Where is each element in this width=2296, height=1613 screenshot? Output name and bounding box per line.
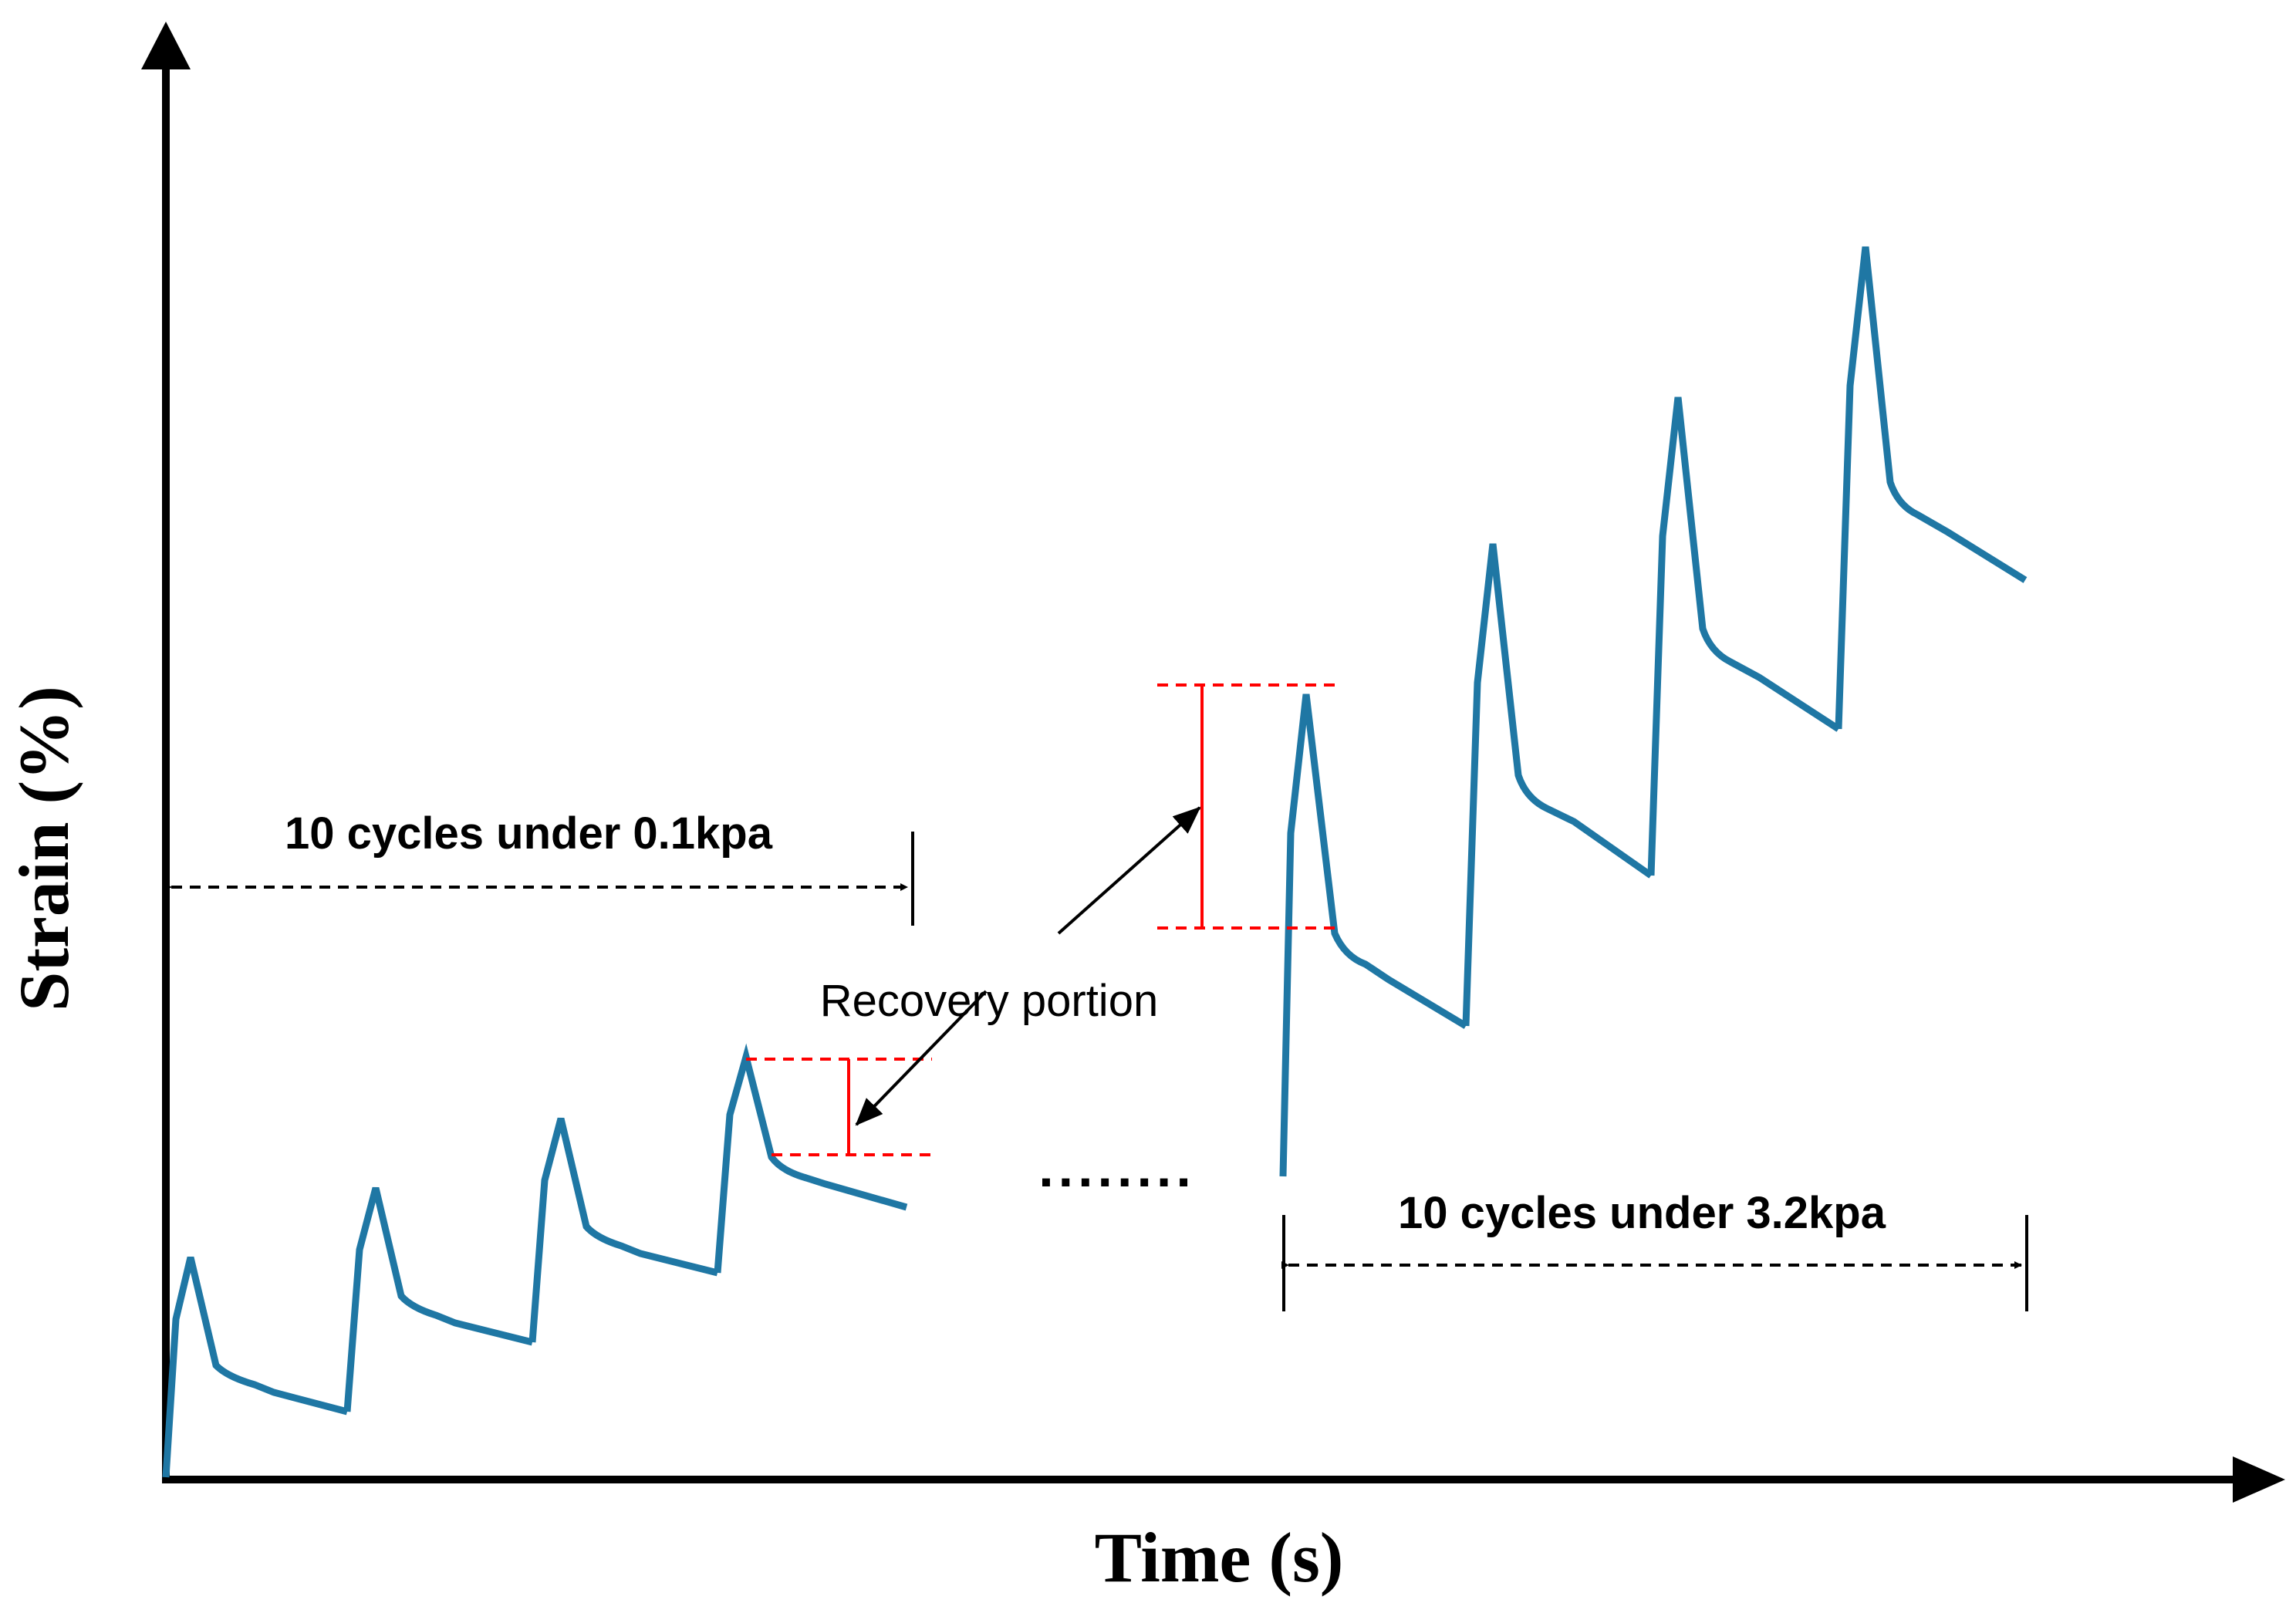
curve-cycle bbox=[162, 1256, 349, 1478]
phase-low-stress-label: 10 cycles under 0.1kpa bbox=[285, 808, 773, 859]
recovery-marker-small bbox=[746, 1058, 932, 1156]
phase-low-stress-dimension: 10 cycles under 0.1kpa bbox=[164, 808, 914, 926]
x-axis-title: Time (s) bbox=[1095, 1518, 1344, 1597]
curve-cycle bbox=[1462, 543, 1653, 1027]
x-axis-arrowhead bbox=[2233, 1456, 2285, 1503]
phase-high-stress-label: 10 cycles under 3.2kpa bbox=[1398, 1188, 1886, 1238]
strain-curve-high-stress bbox=[1279, 246, 2028, 1177]
axes bbox=[141, 22, 2285, 1503]
curve-cycle bbox=[1279, 693, 1468, 1177]
y-axis-arrowhead bbox=[141, 22, 191, 69]
curve-cycle bbox=[343, 1186, 534, 1412]
recovery-portion-label: Recovery portion bbox=[820, 976, 1158, 1026]
recovery-leader-arrow-upper bbox=[1057, 806, 1201, 935]
curve-cycle bbox=[1835, 246, 2028, 730]
recovery-marker-large bbox=[1157, 683, 1339, 930]
curve-cycle bbox=[528, 1117, 719, 1343]
curve-cycle bbox=[714, 1043, 908, 1274]
phase-high-stress-dimension: 10 cycles under 3.2kpa bbox=[1281, 1188, 2028, 1311]
recovery-leader-arrow-lower bbox=[855, 990, 988, 1126]
ellipsis: ........ bbox=[1038, 1138, 1196, 1198]
strain-curve-low-stress bbox=[162, 1043, 908, 1478]
curve-cycle bbox=[1647, 397, 1841, 876]
y-axis-title: Strain (%) bbox=[5, 686, 83, 1011]
